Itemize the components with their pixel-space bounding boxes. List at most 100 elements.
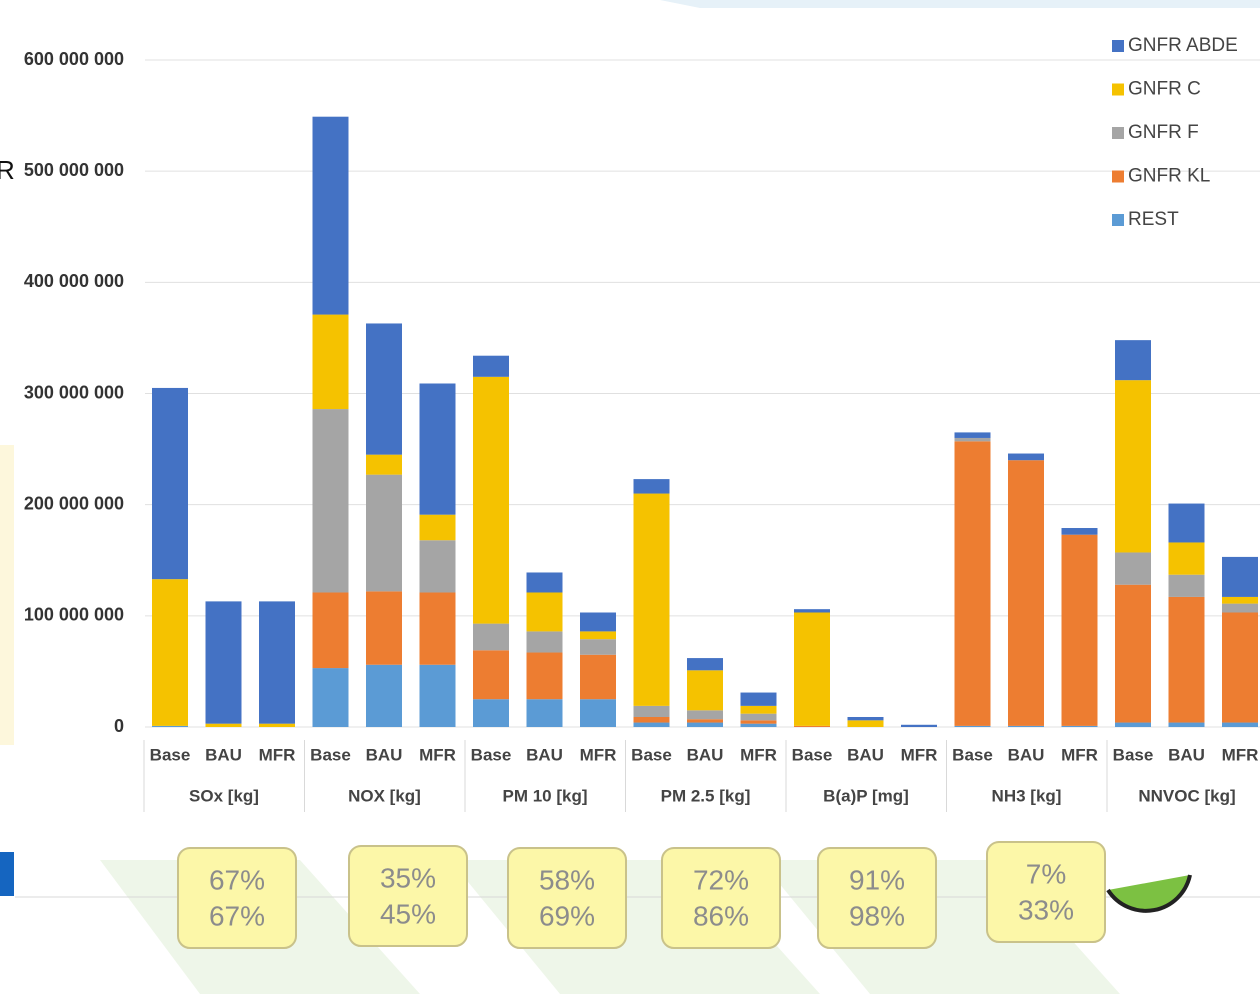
- decor: [660, 0, 1260, 8]
- legend-swatch: [1112, 170, 1124, 183]
- bar-segment: [152, 579, 188, 726]
- bar-segment: [366, 454, 402, 475]
- bar-segment: [1222, 722, 1258, 727]
- decor: [0, 445, 14, 745]
- bar-segment: [473, 699, 509, 727]
- bar-segment: [1168, 542, 1205, 575]
- bar-segment: [1222, 556, 1258, 597]
- bar-segment: [954, 441, 991, 726]
- bar-segment: [1061, 528, 1098, 535]
- bar-segment: [954, 437, 991, 442]
- bar-segment: [740, 720, 777, 724]
- legend-swatch: [1112, 214, 1124, 226]
- annotation-text: 58%: [539, 864, 595, 895]
- bar-segment: [366, 474, 402, 592]
- bar-segment: [259, 723, 295, 727]
- annotation-box: [986, 841, 1106, 943]
- bar-segment: [526, 592, 563, 632]
- annotation-text: 91%: [849, 864, 905, 895]
- bar-segment: [740, 723, 777, 727]
- x-tick-label: MFR: [1061, 745, 1098, 764]
- y-tick-label: 600 000 000: [24, 49, 124, 69]
- x-tick-label: MFR: [740, 745, 777, 764]
- y-tick-label: 300 000 000: [24, 382, 124, 402]
- bar-segment: [1008, 725, 1044, 727]
- bar-segment: [1008, 453, 1044, 461]
- x-tick-label: MFR: [419, 745, 456, 764]
- annotation-box: [348, 845, 468, 947]
- bar-segment: [633, 493, 670, 706]
- legend-label: GNFR F: [1128, 122, 1199, 143]
- bar-segment: [1115, 552, 1151, 585]
- bar-segment: [205, 723, 242, 727]
- annotation-text: 33%: [1018, 894, 1074, 925]
- legend-swatch: [1112, 40, 1124, 52]
- bar-segment: [633, 722, 670, 727]
- bar-segment: [687, 658, 723, 671]
- bar-segment: [473, 623, 509, 651]
- bar-segment: [366, 664, 402, 727]
- legend-swatch: [1112, 127, 1124, 139]
- group-label: PM 10 [kg]: [502, 786, 587, 805]
- bar-segment: [901, 724, 937, 727]
- bar-segment: [419, 664, 456, 727]
- bar-segment: [954, 725, 991, 727]
- x-tick-label: Base: [471, 745, 512, 764]
- y-tick-label: 0: [114, 716, 124, 736]
- annotation-text: 98%: [849, 900, 905, 931]
- x-tick-label: BAU: [1168, 745, 1205, 764]
- bar-segment: [152, 725, 188, 727]
- x-tick-label: Base: [310, 745, 351, 764]
- x-tick-label: MFR: [580, 745, 617, 764]
- legend-swatch: [1112, 83, 1124, 96]
- bar-segment: [687, 670, 723, 711]
- bar-segment: [526, 572, 563, 593]
- bar-segment: [419, 592, 456, 665]
- bar-segment: [1115, 722, 1151, 727]
- bar-segment: [1168, 722, 1205, 727]
- bar-segment: [1115, 380, 1151, 553]
- x-tick-label: Base: [631, 745, 672, 764]
- y-tick-label: 200 000 000: [24, 493, 124, 513]
- bar-segment: [580, 699, 616, 727]
- bar-segment: [1115, 340, 1151, 381]
- bar-segment: [312, 592, 349, 669]
- bar-segment: [1168, 596, 1205, 723]
- annotation-text: 86%: [693, 900, 749, 931]
- bar-segment: [687, 710, 723, 720]
- x-tick-label: BAU: [526, 745, 563, 764]
- annotation-text: 35%: [380, 862, 436, 893]
- side-text: R: [0, 155, 15, 185]
- bar-segment: [366, 323, 402, 455]
- x-tick-label: BAU: [205, 745, 242, 764]
- legend-label: GNFR ABDE: [1128, 35, 1238, 56]
- annotation-text: 72%: [693, 864, 749, 895]
- bar-segment: [1115, 584, 1151, 723]
- bar-segment: [954, 432, 991, 438]
- bar-segment: [1061, 534, 1098, 726]
- bar-segment: [1222, 603, 1258, 613]
- x-tick-label: Base: [150, 745, 191, 764]
- bar-segment: [312, 116, 349, 315]
- x-tick-label: BAU: [847, 745, 884, 764]
- bar-segment: [740, 692, 777, 706]
- group-label: NH3 [kg]: [992, 786, 1062, 805]
- bar-segment: [847, 720, 884, 727]
- bar-segment: [794, 609, 830, 613]
- x-tick-label: Base: [792, 745, 833, 764]
- bar-segment: [794, 725, 830, 727]
- x-tick-label: BAU: [1008, 745, 1045, 764]
- bar-segment: [419, 383, 456, 515]
- decor: [0, 852, 14, 896]
- x-tick-label: BAU: [687, 745, 724, 764]
- group-label: B(a)P [mg]: [823, 786, 909, 805]
- annotation-box: [177, 847, 297, 949]
- bar-segment: [633, 716, 670, 723]
- bar-segment: [526, 631, 563, 653]
- bar-segment: [526, 699, 563, 727]
- group-label: NOX [kg]: [348, 786, 421, 805]
- bar-segment: [473, 376, 509, 624]
- bar-segment: [633, 705, 670, 717]
- bar-segment: [1061, 725, 1098, 727]
- legend-label: REST: [1128, 209, 1179, 230]
